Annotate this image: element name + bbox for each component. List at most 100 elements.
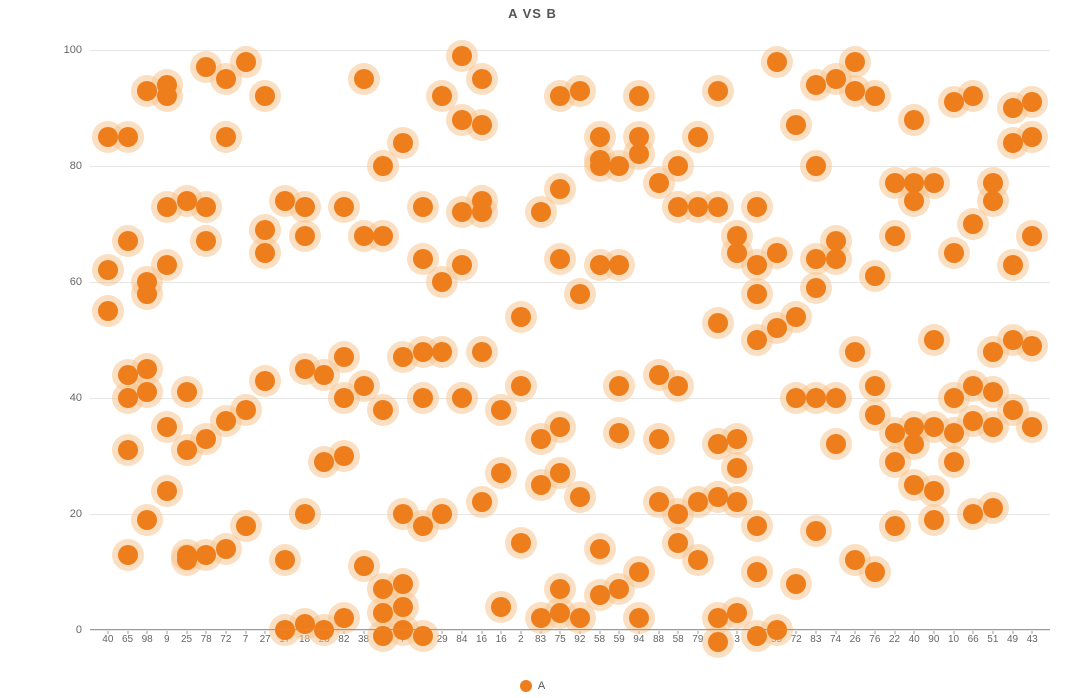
data-point [511, 533, 531, 553]
data-point-halo [426, 336, 458, 368]
data-point-halo [859, 399, 891, 431]
data-point [1003, 400, 1023, 420]
data-point-halo [210, 405, 242, 437]
data-point [1003, 133, 1023, 153]
x-tick-label: 65 [378, 634, 389, 645]
data-point [865, 376, 885, 396]
data-point [491, 463, 511, 483]
data-point-halo [171, 185, 203, 217]
data-point [786, 574, 806, 594]
data-point-halo [151, 249, 183, 281]
data-point-halo [426, 80, 458, 112]
data-point-halo [525, 469, 557, 501]
data-point [845, 52, 865, 72]
data-point [806, 278, 826, 298]
data-point [570, 487, 590, 507]
x-tick-label: 2 [518, 634, 524, 645]
data-point [904, 191, 924, 211]
data-point [924, 481, 944, 501]
data-point-halo [898, 469, 930, 501]
x-tick-label: 72 [791, 634, 802, 645]
x-tick-label: 37 [712, 634, 723, 645]
data-point [334, 608, 354, 628]
data-point [904, 417, 924, 437]
data-point-halo [367, 220, 399, 252]
data-point [767, 243, 787, 263]
data-point [413, 249, 433, 269]
x-tick-label: 51 [987, 634, 998, 645]
data-point [806, 521, 826, 541]
data-point-halo [741, 324, 773, 356]
data-point-halo [702, 75, 734, 107]
data-point-halo [938, 86, 970, 118]
data-point [944, 243, 964, 263]
data-point [747, 197, 767, 217]
data-point [413, 197, 433, 217]
data-point [865, 86, 885, 106]
data-point [629, 608, 649, 628]
data-point [688, 550, 708, 570]
data-point [845, 342, 865, 362]
data-point [865, 405, 885, 425]
data-point-halo [879, 167, 911, 199]
data-point [295, 226, 315, 246]
data-point-halo [112, 434, 144, 466]
data-point-halo [741, 191, 773, 223]
data-point [157, 75, 177, 95]
data-point [432, 86, 452, 106]
data-point [413, 516, 433, 536]
data-point-halo [446, 249, 478, 281]
data-point-halo [997, 324, 1029, 356]
data-point-halo [544, 173, 576, 205]
data-point-halo [544, 80, 576, 112]
legend: A [0, 680, 1065, 692]
data-point [196, 545, 216, 565]
data-point [1003, 98, 1023, 118]
data-point-halo [131, 353, 163, 385]
data-point-halo [269, 185, 301, 217]
x-tick-label: 92 [574, 634, 585, 645]
x-tick-label: 58 [673, 634, 684, 645]
data-point [216, 539, 236, 559]
y-tick-label: 40 [70, 392, 82, 404]
data-point-halo [289, 220, 321, 252]
data-point [550, 179, 570, 199]
data-point [550, 463, 570, 483]
data-point [1003, 255, 1023, 275]
data-point [1022, 336, 1042, 356]
data-point-halo [367, 597, 399, 629]
data-point-halo [584, 144, 616, 176]
data-point [157, 417, 177, 437]
data-point [295, 359, 315, 379]
data-point [570, 81, 590, 101]
gridline [90, 166, 1050, 167]
data-point [550, 249, 570, 269]
data-point [157, 197, 177, 217]
data-point [472, 191, 492, 211]
x-tick-label: 98 [142, 634, 153, 645]
data-point [334, 197, 354, 217]
data-point [983, 342, 1003, 362]
data-point [354, 69, 374, 89]
data-point [531, 608, 551, 628]
data-point-halo [584, 579, 616, 611]
data-point [708, 434, 728, 454]
data-point [472, 115, 492, 135]
data-point-halo [387, 568, 419, 600]
data-point-halo [839, 336, 871, 368]
data-point-halo [544, 457, 576, 489]
data-point [963, 411, 983, 431]
data-point-halo [702, 481, 734, 513]
data-point [708, 487, 728, 507]
x-tick-label: 16 [496, 634, 507, 645]
data-point [747, 255, 767, 275]
data-point-halo [702, 428, 734, 460]
data-point-halo [466, 109, 498, 141]
data-point-halo [820, 225, 852, 257]
data-point [531, 429, 551, 449]
data-point [137, 359, 157, 379]
data-point-halo [898, 411, 930, 443]
data-point-halo [879, 446, 911, 478]
gridline [90, 630, 1050, 631]
data-point [393, 347, 413, 367]
